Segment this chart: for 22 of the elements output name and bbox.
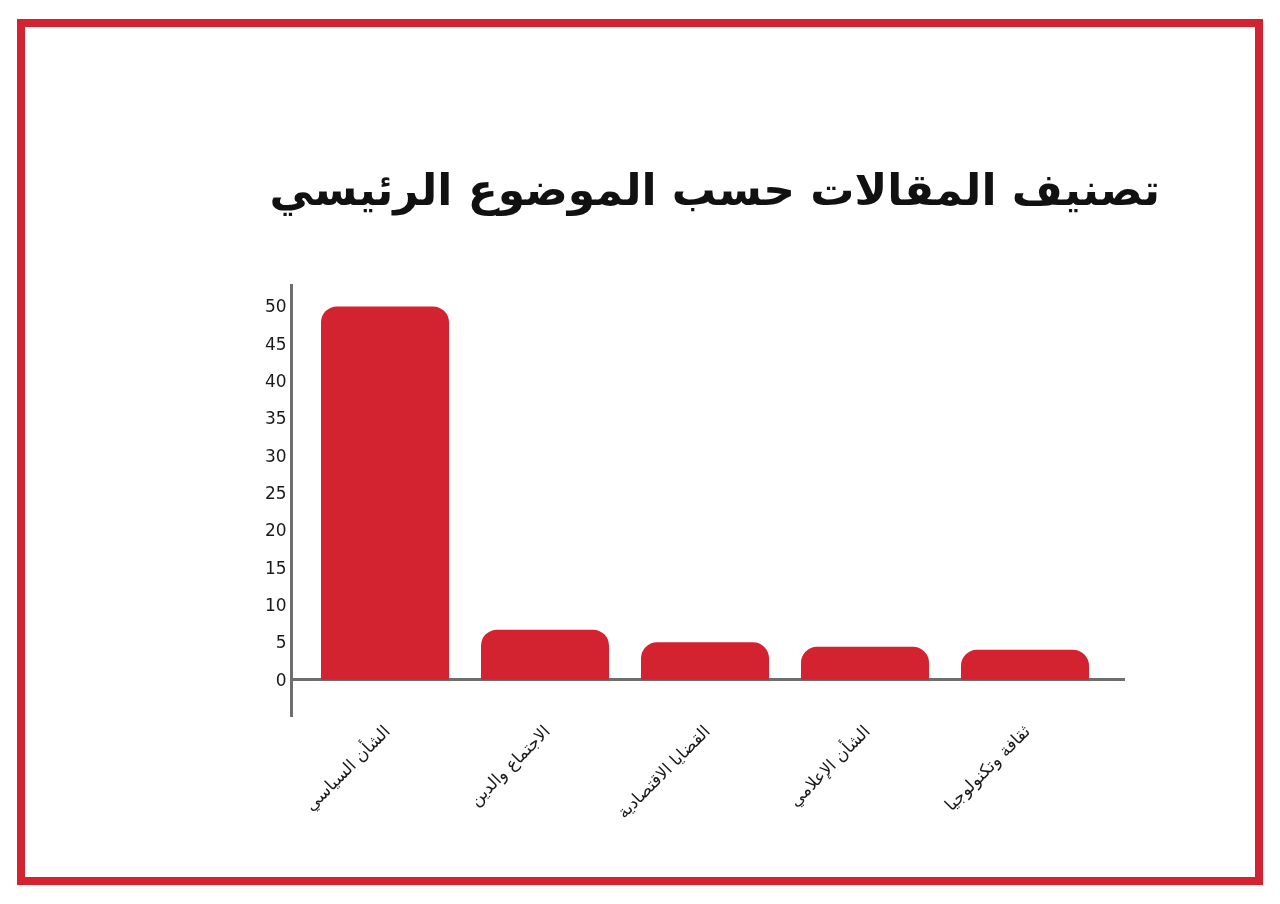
y-tick-label: 40: [264, 371, 287, 391]
x-tick-label: الاجتماع والدين: [465, 721, 555, 811]
y-tick-label: 5: [275, 632, 287, 653]
x-tick-label: القضايا الاقتصادية: [612, 721, 714, 823]
x-tick-label: الشأن السياسي: [299, 719, 395, 816]
y-tick-label: 25: [264, 482, 287, 503]
y-tick-label: 0: [275, 669, 287, 690]
y-tick-label: 15: [264, 557, 287, 578]
bar: [641, 642, 769, 680]
y-tick-label: 30: [264, 445, 287, 466]
chart-title: تصنيف المقالات حسب الموضوع الرئيسي: [269, 164, 1160, 217]
bar: [961, 649, 1089, 680]
y-tick-label: 10: [264, 594, 287, 615]
bar: [481, 629, 609, 680]
x-tick-label: الشأن الإعلامي: [783, 719, 875, 812]
y-tick-label: 20: [264, 520, 287, 541]
y-tick-label: 35: [264, 408, 287, 429]
bar: [801, 646, 929, 680]
bar: [321, 306, 449, 680]
y-tick-label: 50: [264, 296, 287, 317]
x-tick-label: ثقافة وتكنولوجيا: [940, 721, 1035, 815]
y-tick-label: 45: [264, 333, 287, 354]
